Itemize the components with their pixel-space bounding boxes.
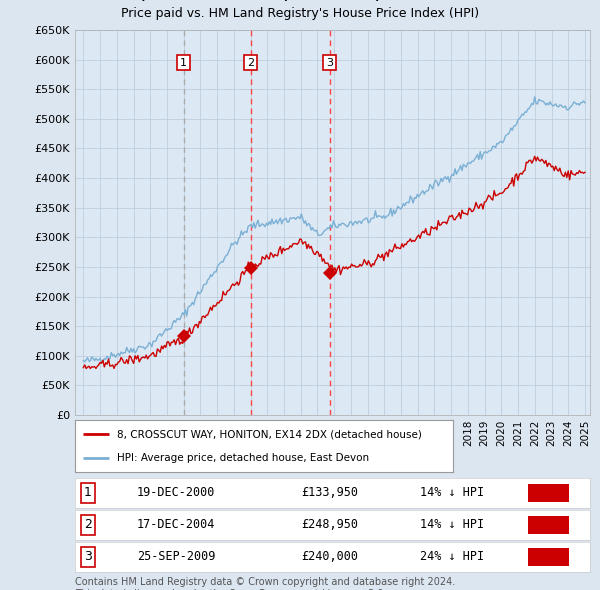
FancyBboxPatch shape — [528, 484, 569, 502]
Text: 8, CROSSCUT WAY, HONITON, EX14 2DX (detached house): 8, CROSSCUT WAY, HONITON, EX14 2DX (deta… — [116, 429, 421, 439]
Text: 3: 3 — [84, 550, 92, 563]
Text: 14% ↓ HPI: 14% ↓ HPI — [420, 487, 484, 500]
Text: 19-DEC-2000: 19-DEC-2000 — [137, 487, 215, 500]
Text: 25-SEP-2009: 25-SEP-2009 — [137, 550, 215, 563]
Text: Price paid vs. HM Land Registry's House Price Index (HPI): Price paid vs. HM Land Registry's House … — [121, 7, 479, 20]
Text: 24% ↓ HPI: 24% ↓ HPI — [420, 550, 484, 563]
Text: £133,950: £133,950 — [302, 487, 359, 500]
Text: £240,000: £240,000 — [302, 550, 359, 563]
Text: £248,950: £248,950 — [302, 519, 359, 532]
Text: 17-DEC-2004: 17-DEC-2004 — [137, 519, 215, 532]
Text: 1: 1 — [84, 487, 92, 500]
Text: 2: 2 — [247, 58, 254, 68]
Text: 14% ↓ HPI: 14% ↓ HPI — [420, 519, 484, 532]
Text: 8, CROSSCUT WAY, HONITON, EX14 2DX: 8, CROSSCUT WAY, HONITON, EX14 2DX — [131, 0, 469, 2]
Text: 1: 1 — [180, 58, 187, 68]
FancyBboxPatch shape — [528, 548, 569, 566]
Text: HPI: Average price, detached house, East Devon: HPI: Average price, detached house, East… — [116, 453, 369, 463]
FancyBboxPatch shape — [528, 516, 569, 534]
Text: 3: 3 — [326, 58, 333, 68]
Text: 2: 2 — [84, 519, 92, 532]
Text: Contains HM Land Registry data © Crown copyright and database right 2024.
This d: Contains HM Land Registry data © Crown c… — [75, 577, 455, 590]
